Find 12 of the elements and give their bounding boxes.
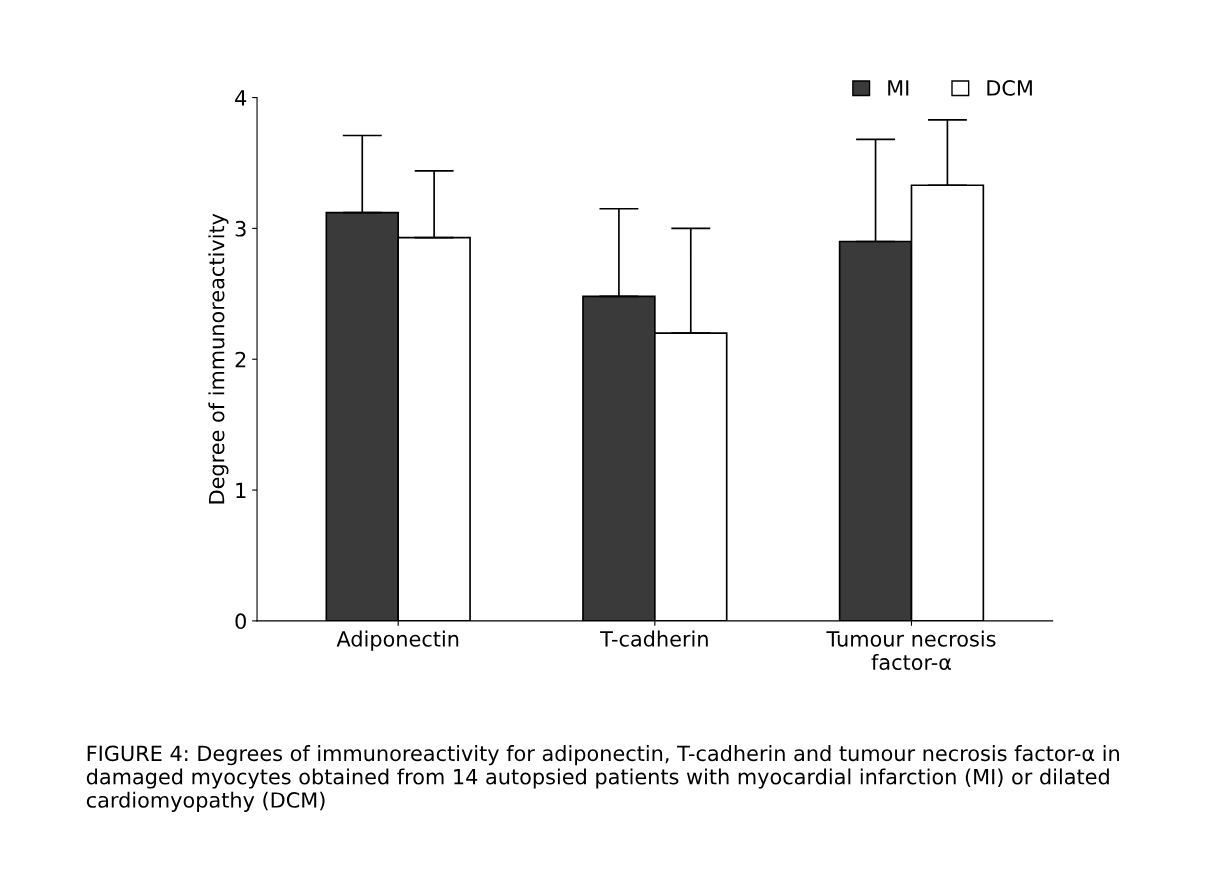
x-tick-label: T-cadherin	[600, 630, 708, 647]
y-tick-label: 0	[235, 613, 246, 630]
y-tick-label: 1	[236, 482, 246, 498]
legend-label: DCM	[987, 80, 1032, 96]
y-tick-label: 3	[235, 220, 246, 237]
x-tick-label: Adiponectin	[336, 630, 459, 651]
y-tick-label: 2	[235, 351, 246, 368]
caption: FIGURE 4: Degrees of immunoreactivity for adiponectin, T-cadherin and tumour necrosis factor-α in damaged myocytes obtained from 14 autopsied patients with myocardial infarction (MI) or dilated cardiomyopathy (DCM)	[86, 745, 1119, 812]
legend-label: MI	[888, 80, 909, 96]
x-tick-label: Tumour necrosis factor-α	[826, 630, 996, 671]
y-tick-label: 4	[235, 90, 247, 106]
y-axis-title: Degree of immunoreactivity	[208, 213, 229, 504]
